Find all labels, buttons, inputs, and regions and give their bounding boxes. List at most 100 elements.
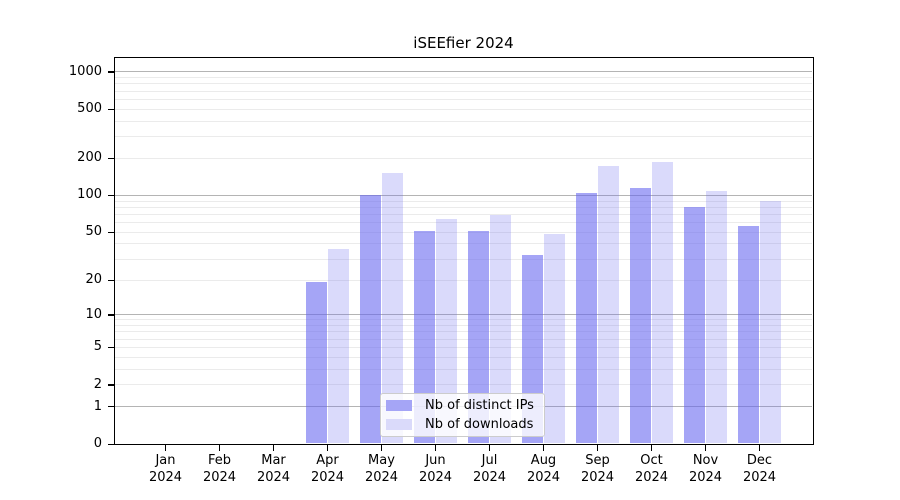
- minor-gridline: [115, 213, 812, 215]
- bar-distinct-ips-jul: [467, 230, 490, 444]
- y-tick-label-10: 10: [85, 306, 102, 322]
- x-tick-mark: [758, 445, 761, 451]
- y-tick-mark: [107, 108, 114, 110]
- y-tick-mark: [107, 406, 114, 408]
- x-tick-label-nov: Nov 2024: [688, 453, 723, 485]
- y-tick-mark: [107, 231, 114, 233]
- minor-gridline: [115, 384, 812, 386]
- bar-downloads-sep: [597, 165, 620, 444]
- bar-downloads-nov: [705, 191, 728, 444]
- minor-gridline: [115, 157, 812, 159]
- minor-gridline: [115, 331, 812, 333]
- bar-distinct-ips-nov: [683, 206, 706, 444]
- bar-downloads-aug: [543, 233, 566, 444]
- x-tick-mark: [218, 445, 221, 451]
- minor-gridline: [115, 325, 812, 327]
- y-tick-label-1000: 1000: [68, 63, 102, 79]
- bar-distinct-ips-apr: [305, 282, 328, 444]
- minor-gridline: [115, 200, 812, 202]
- bar-downloads-jun: [435, 219, 458, 444]
- minor-gridline: [115, 231, 812, 233]
- legend-item-distinct-ips: Nb of distinct IPs: [386, 397, 536, 415]
- x-tick-mark: [434, 445, 437, 451]
- minor-gridline: [115, 222, 812, 224]
- bar-distinct-ips-oct: [629, 187, 652, 444]
- legend-label-distinct-ips: Nb of distinct IPs: [425, 398, 534, 414]
- bar-downloads-apr: [327, 248, 350, 444]
- x-tick-mark: [326, 445, 329, 451]
- x-tick-label-dec: Dec 2024: [742, 453, 777, 485]
- minor-gridline: [115, 338, 812, 340]
- minor-gridline: [115, 77, 812, 79]
- x-tick-label-may: May 2024: [364, 453, 399, 485]
- y-tick-mark: [107, 194, 114, 197]
- bar-distinct-ips-sep: [575, 193, 598, 444]
- major-gridline: [115, 194, 812, 196]
- x-tick-mark: [164, 445, 167, 451]
- x-tick-label-apr: Apr 2024: [310, 453, 345, 485]
- x-tick-label-feb: Feb 2024: [202, 453, 237, 485]
- bar-downloads-may: [381, 173, 404, 444]
- x-tick-label-jul: Jul 2024: [472, 453, 507, 485]
- legend-label-downloads: Nb of downloads: [425, 416, 534, 432]
- y-tick-label-5: 5: [93, 339, 102, 355]
- y-tick-mark: [107, 71, 114, 73]
- y-tick-label-50: 50: [85, 224, 102, 240]
- x-tick-label-mar: Mar 2024: [256, 453, 291, 485]
- x-tick-label-jan: Jan 2024: [148, 453, 183, 485]
- minor-gridline: [115, 356, 812, 358]
- bar-distinct-ips-may: [359, 194, 382, 444]
- chart-title: iSEEfier 2024: [413, 34, 514, 52]
- y-tick-mark: [107, 384, 114, 386]
- y-tick-mark: [107, 314, 114, 316]
- y-tick-label-0: 0: [93, 436, 102, 451]
- y-tick-label-2: 2: [93, 376, 102, 392]
- bar-downloads-jul: [489, 214, 512, 444]
- x-tick-mark: [542, 445, 545, 451]
- plot-area: [115, 59, 812, 444]
- bar-distinct-ips-dec: [737, 225, 760, 444]
- minor-gridline: [115, 319, 812, 321]
- minor-gridline: [115, 83, 812, 85]
- minor-gridline: [115, 98, 812, 100]
- legend-swatch-downloads-icon: [386, 418, 412, 430]
- x-tick-label-jun: Jun 2024: [418, 453, 453, 485]
- x-tick-label-oct: Oct 2024: [634, 453, 669, 485]
- minor-gridline: [115, 368, 812, 370]
- minor-gridline: [115, 136, 812, 138]
- minor-gridline: [115, 90, 812, 92]
- legend: Nb of distinct IPs Nb of downloads: [380, 393, 545, 437]
- x-tick-mark: [650, 445, 653, 451]
- y-tick-label-100: 100: [77, 187, 102, 203]
- legend-item-downloads: Nb of downloads: [386, 415, 536, 433]
- minor-gridline: [115, 206, 812, 208]
- y-tick-mark: [107, 279, 114, 281]
- x-tick-mark: [704, 445, 707, 451]
- minor-gridline: [115, 346, 812, 348]
- y-tick-label-500: 500: [77, 101, 102, 117]
- minor-gridline: [115, 243, 812, 245]
- y-tick-mark: [107, 346, 114, 349]
- x-tick-label-aug: Aug 2024: [526, 453, 561, 485]
- minor-gridline: [115, 258, 812, 260]
- legend-swatch-distinct-ips-icon: [386, 400, 412, 412]
- y-tick-label-20: 20: [85, 272, 102, 287]
- minor-gridline: [115, 279, 812, 281]
- x-tick-mark: [380, 445, 383, 451]
- y-tick-mark: [107, 157, 114, 160]
- y-tick-mark: [107, 443, 114, 445]
- x-tick-label-sep: Sep 2024: [580, 453, 615, 485]
- minor-gridline: [115, 120, 812, 122]
- x-tick-mark: [488, 445, 491, 451]
- bar-downloads-oct: [651, 161, 674, 444]
- x-tick-mark: [596, 445, 599, 451]
- major-gridline: [115, 71, 812, 73]
- minor-gridline: [115, 108, 812, 110]
- x-tick-mark: [272, 445, 275, 451]
- y-tick-label-200: 200: [77, 150, 102, 166]
- major-gridline: [115, 314, 812, 316]
- y-tick-label-1: 1: [93, 398, 102, 414]
- bar-distinct-ips-jun: [413, 230, 436, 444]
- bar-downloads-dec: [759, 200, 782, 444]
